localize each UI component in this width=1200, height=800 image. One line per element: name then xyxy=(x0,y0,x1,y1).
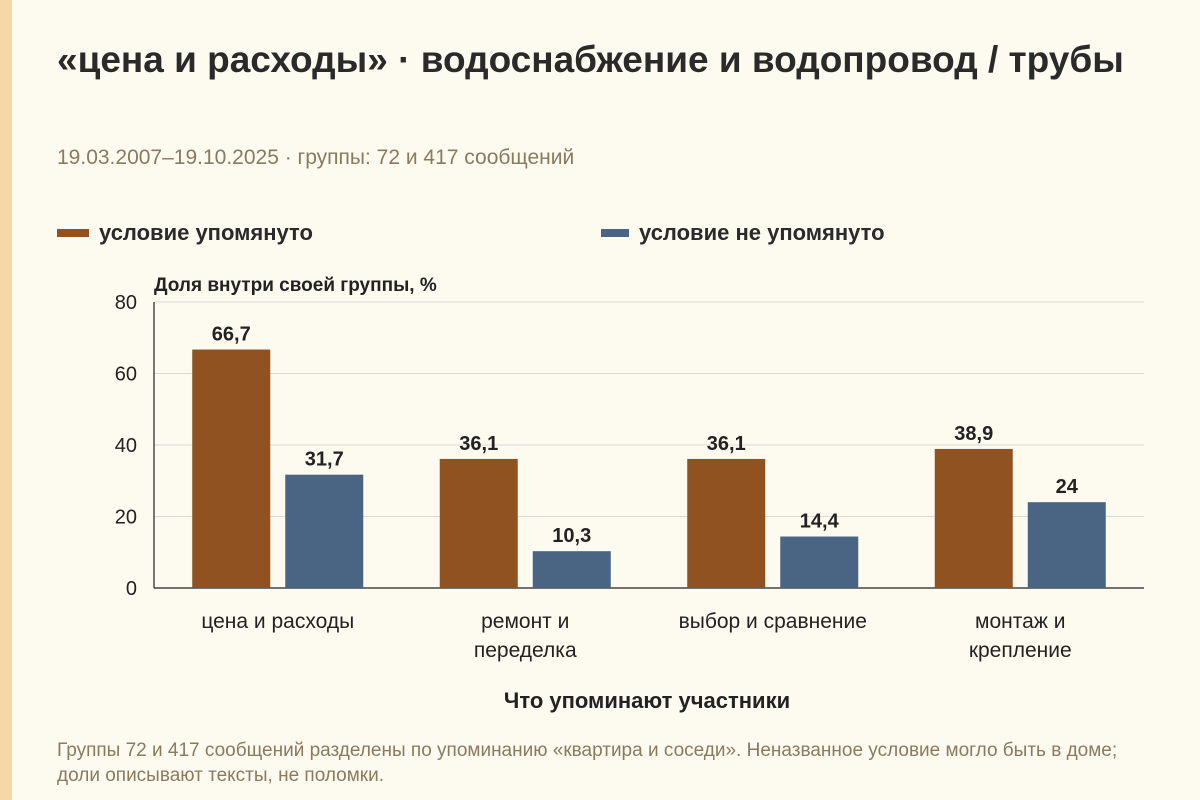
legend-swatch-not-mentioned xyxy=(601,229,629,237)
x-tick-label: монтаж и xyxy=(975,610,1065,633)
data-label: 66,7 xyxy=(212,324,251,346)
bar-not-mentioned xyxy=(1027,502,1106,588)
data-label: 14,4 xyxy=(800,511,840,533)
x-tick-label: ремонт и xyxy=(481,610,569,633)
bar-mentioned xyxy=(934,448,1013,588)
bar-mentioned xyxy=(192,349,271,588)
bar-mentioned xyxy=(439,458,518,588)
x-tick-label: переделка xyxy=(474,639,577,662)
legend-label-not-mentioned: условие не упомянуто xyxy=(639,220,885,245)
bar-not-mentioned xyxy=(532,551,611,588)
x-tick-label: крепление xyxy=(969,639,1072,662)
y-tick-label: 20 xyxy=(115,507,137,529)
bar-not-mentioned xyxy=(285,474,364,588)
legend-label-mentioned: условие упомянуто xyxy=(99,220,313,245)
page-title: «цена и расходы» · водоснабжение и водоп… xyxy=(57,39,1124,80)
data-label: 24 xyxy=(1056,476,1079,498)
data-label: 36,1 xyxy=(459,433,498,455)
x-tick-label: выбор и сравнение xyxy=(679,610,867,633)
legend-item-not-mentioned: условие не упомянуто xyxy=(601,219,885,247)
data-label: 36,1 xyxy=(707,433,746,455)
side-stripe xyxy=(0,0,12,800)
y-tick-label: 60 xyxy=(115,364,137,386)
legend-item-mentioned: условие упомянуто xyxy=(57,219,313,247)
y-tick-label: 40 xyxy=(115,435,137,457)
page-subtitle: 19.03.2007–19.10.2025 · группы: 72 и 417… xyxy=(57,146,575,169)
y-axis-label: Доля внутри своей группы, % xyxy=(154,275,437,296)
bar-not-mentioned xyxy=(780,536,859,588)
legend-swatch-mentioned xyxy=(57,229,89,237)
x-tick-label: цена и расходы xyxy=(201,610,354,633)
bar-mentioned xyxy=(687,458,766,588)
y-tick-label: 80 xyxy=(115,292,137,314)
footnote: Группы 72 и 417 сообщений разделены по у… xyxy=(57,740,1118,786)
data-label: 31,7 xyxy=(305,449,344,471)
data-label: 10,3 xyxy=(552,525,591,547)
y-tick-label: 0 xyxy=(126,578,137,600)
data-label: 38,9 xyxy=(954,423,993,445)
x-axis-label: Что упоминают участники xyxy=(504,688,790,713)
